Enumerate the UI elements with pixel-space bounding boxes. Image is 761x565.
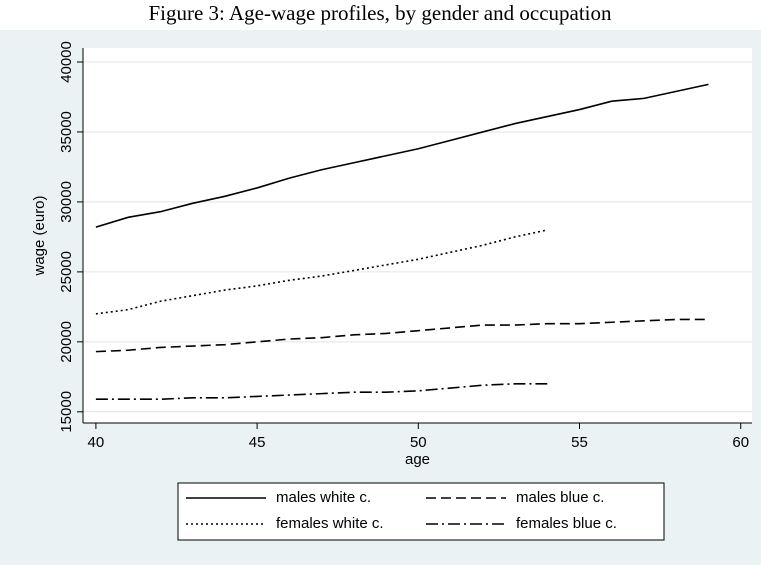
legend-label: females blue c. bbox=[516, 515, 617, 532]
y-axis-label: wage (euro) bbox=[31, 195, 48, 276]
y-tick-label: 30000 bbox=[58, 181, 75, 223]
y-tick-label: 40000 bbox=[58, 41, 75, 83]
x-tick-label: 60 bbox=[732, 434, 749, 451]
y-tick-label: 20000 bbox=[58, 321, 75, 363]
x-tick-label: 40 bbox=[88, 434, 105, 451]
line-series bbox=[95, 229, 548, 315]
legend-label: females white c. bbox=[276, 515, 384, 532]
x-axis-label: age bbox=[405, 451, 430, 468]
line-series bbox=[95, 383, 548, 401]
x-tick-label: 50 bbox=[410, 434, 427, 451]
plot-area bbox=[83, 48, 752, 423]
legend-label: males white c. bbox=[276, 489, 371, 506]
line-series bbox=[95, 83, 709, 228]
y-tick-label: 25000 bbox=[58, 251, 75, 293]
y-tick-label: 15000 bbox=[58, 391, 75, 433]
line-series bbox=[95, 318, 709, 353]
legend-label: males blue c. bbox=[516, 489, 604, 506]
x-tick-label: 45 bbox=[249, 434, 266, 451]
x-tick-label: 55 bbox=[571, 434, 588, 451]
chart-title: Figure 3: Age-wage profiles, by gender a… bbox=[148, 1, 612, 25]
legend-box bbox=[177, 482, 665, 541]
y-tick-label: 35000 bbox=[58, 111, 75, 153]
